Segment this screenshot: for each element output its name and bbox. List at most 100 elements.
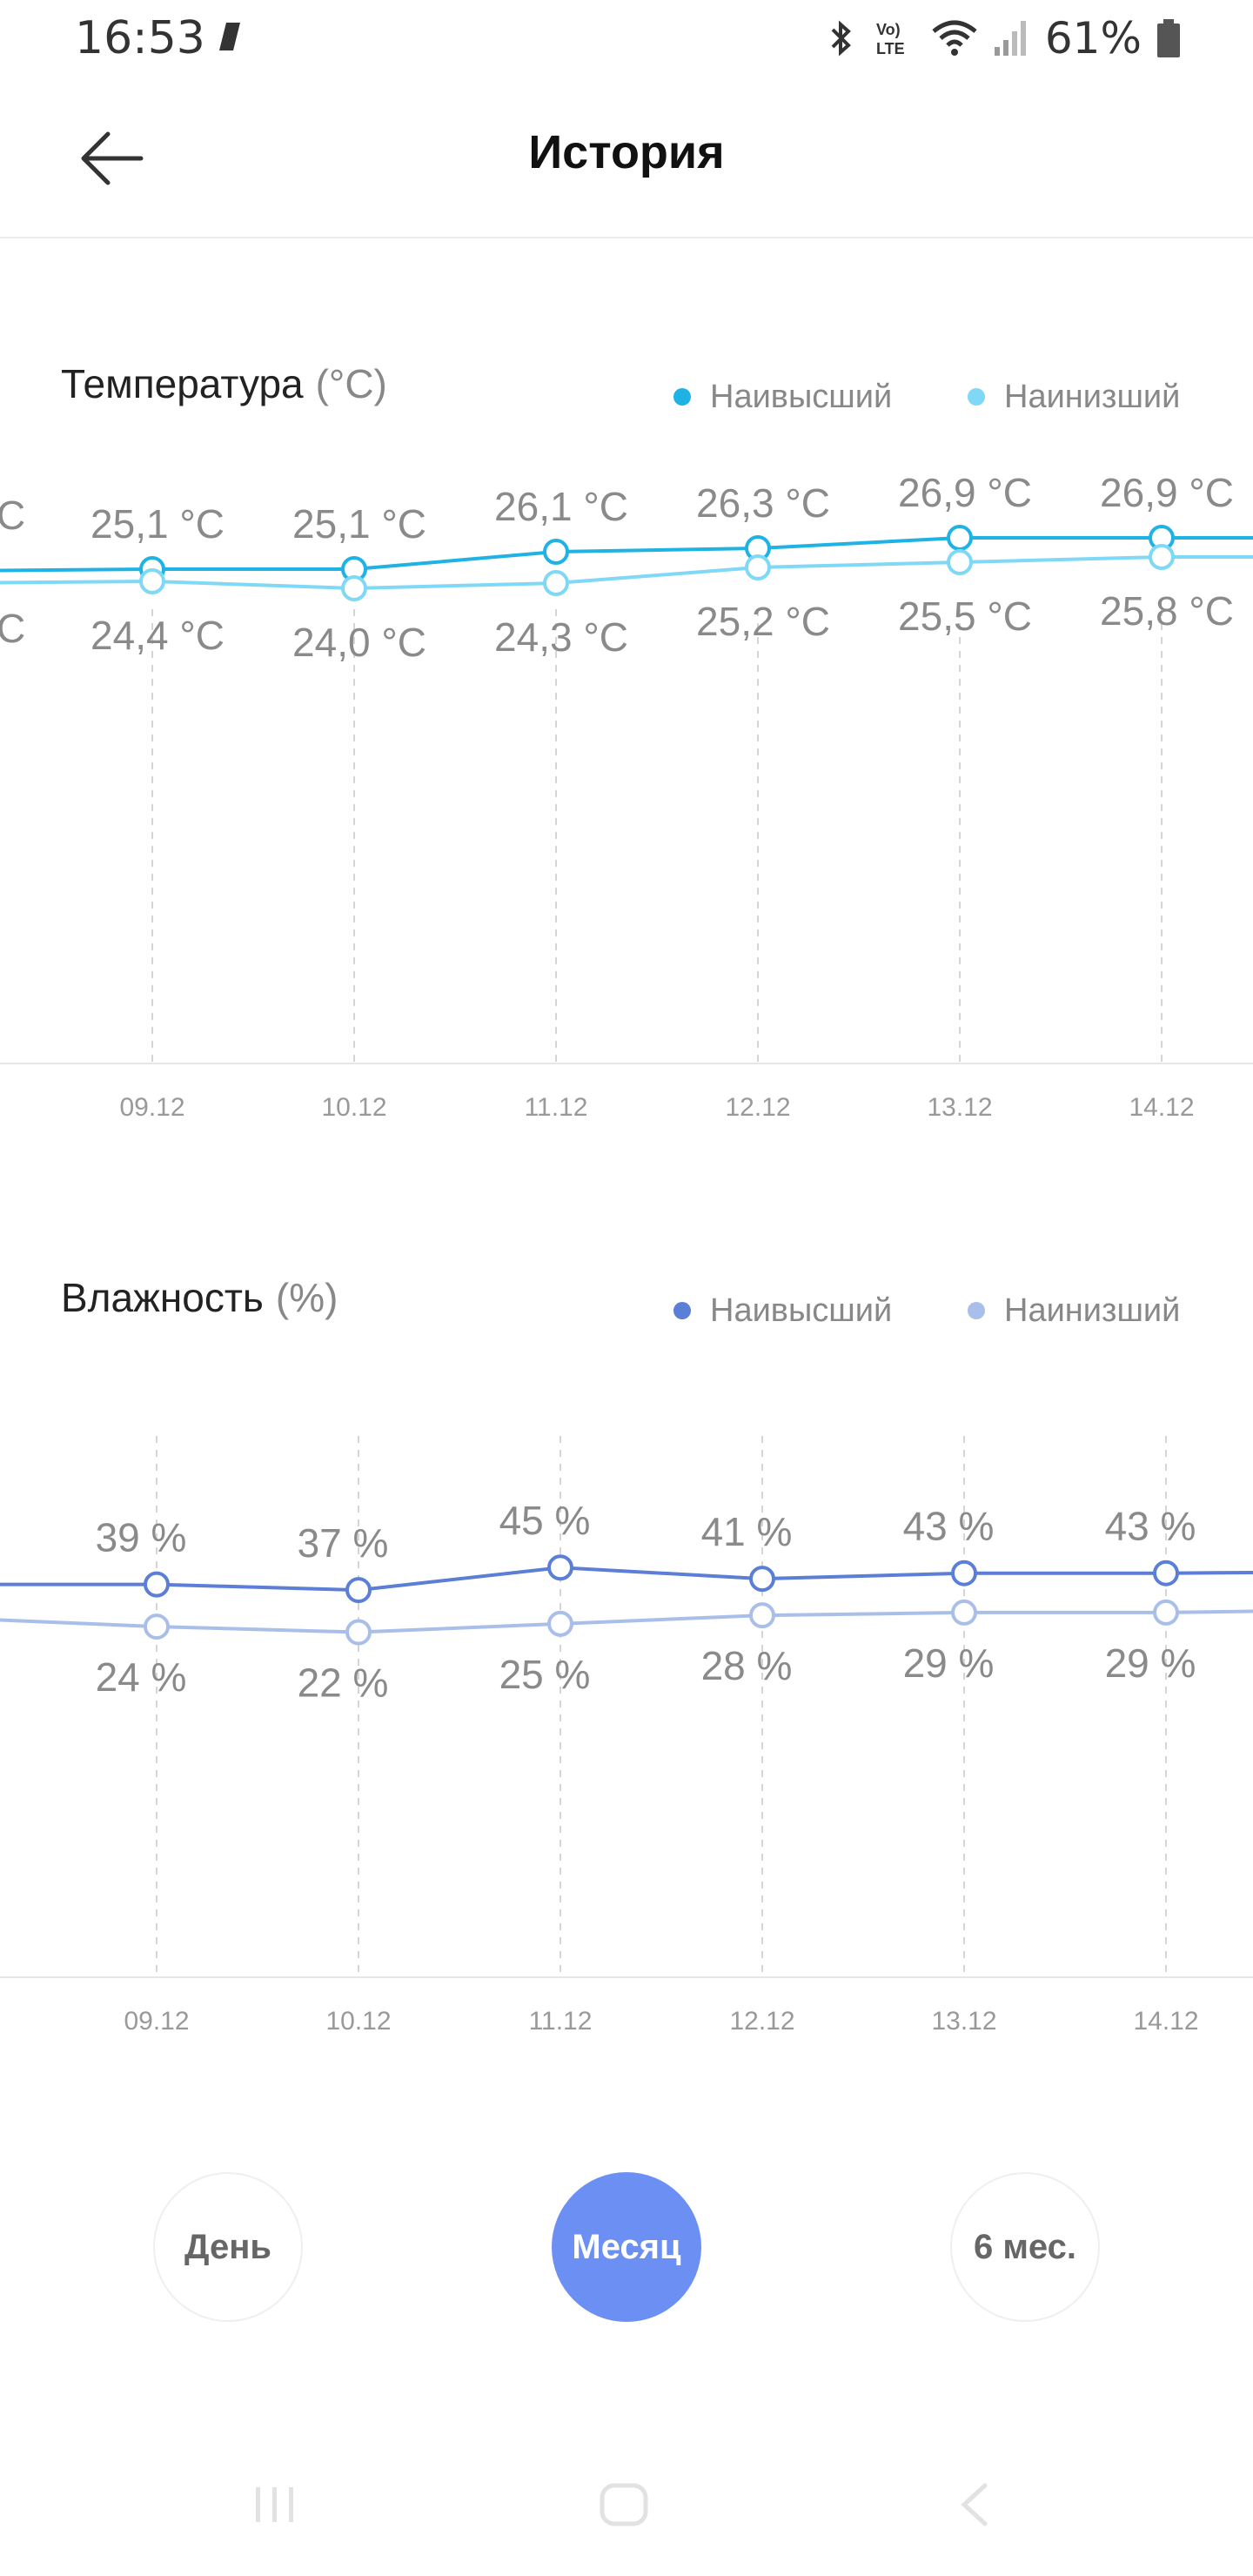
series-line-low — [0, 1609, 1253, 1634]
data-label: 25 % — [499, 1652, 591, 1697]
data-point — [341, 575, 367, 601]
data-label: 29 % — [1105, 1640, 1196, 1686]
temperature-chart: Температура (°C) Наивысший Наинизший 09.12 10… — [0, 361, 1253, 1122]
data-point — [547, 1554, 573, 1581]
data-point — [144, 1613, 170, 1640]
recent-apps-icon[interactable] — [249, 2480, 301, 2529]
bluetooth-icon — [831, 20, 851, 57]
arrow-left-icon — [81, 131, 144, 185]
x-tick-label: 13.12 — [931, 2007, 996, 2036]
x-tick-label: 09.12 — [124, 2007, 189, 2036]
x-tick-label: 11.12 — [525, 1093, 588, 1122]
data-label: 25,2 °C — [696, 599, 830, 644]
chart-title: Влажность (%) — [61, 1275, 338, 1320]
status-bar: 16:53 Vo) LTE 61% — [0, 0, 1253, 78]
data-point — [1149, 544, 1175, 570]
chart-title-text: Температура — [61, 361, 304, 406]
data-label: 25,5 °C — [898, 594, 1032, 639]
svg-text:LTE: LTE — [876, 40, 905, 57]
data-point — [1153, 1560, 1179, 1587]
data-point — [345, 1619, 372, 1646]
data-label: 22 % — [298, 1660, 389, 1706]
chart-title: Температура (°C) — [61, 361, 387, 406]
wifi-icon — [932, 20, 977, 56]
data-point — [1153, 1599, 1179, 1626]
data-label: 24,0 °C — [292, 620, 426, 665]
data-label-partial: C — [0, 493, 25, 538]
series-line-high — [0, 1566, 1253, 1593]
data-label: 37 % — [298, 1520, 389, 1566]
data-label: 24,4 °C — [90, 613, 224, 658]
page-title: История — [528, 126, 725, 178]
data-label: 25,8 °C — [1100, 588, 1234, 634]
status-time: 16:53 — [75, 12, 205, 64]
data-point — [749, 1566, 775, 1593]
x-tick-label: 10.12 — [325, 2007, 391, 2036]
chart-title-text: Влажность — [61, 1275, 264, 1320]
svg-text:Vo): Vo) — [876, 21, 901, 38]
chart-unit: (%) — [276, 1275, 338, 1320]
data-point — [543, 570, 569, 596]
range-month-button[interactable]: Месяц — [552, 2172, 701, 2322]
x-tick-label: 14.12 — [1133, 2007, 1198, 2036]
battery-icon — [1157, 19, 1180, 57]
system-nav-bar — [0, 2454, 1253, 2576]
x-tick-label: 10.12 — [321, 1093, 386, 1122]
back-button[interactable] — [73, 127, 146, 190]
volte-icon: Vo) LTE — [876, 21, 905, 57]
humidity-chart: Влажность (%) Наивысший Наинизший 09.12 10.12… — [0, 1275, 1253, 2036]
x-tick-label: 09.12 — [119, 1093, 184, 1122]
data-point — [139, 568, 165, 594]
series-line-low — [0, 555, 1253, 591]
chart-unit: (°C) — [316, 361, 387, 406]
legend-label-low: Наинизший — [1004, 1292, 1180, 1329]
data-label: 29 % — [903, 1640, 995, 1686]
data-label: 24 % — [96, 1654, 187, 1700]
data-label: 45 % — [499, 1498, 591, 1543]
signal-icon — [994, 21, 1026, 56]
legend-dot-high — [673, 1302, 691, 1319]
data-label: 26,1 °C — [494, 484, 628, 529]
data-point — [547, 1610, 573, 1637]
data-label: 26,9 °C — [1100, 470, 1234, 515]
x-tick-label: 13.12 — [927, 1093, 992, 1122]
range-6months-button[interactable]: 6 мес. — [950, 2172, 1100, 2322]
data-label: 25,1 °C — [292, 501, 426, 547]
legend-dot-low — [968, 388, 985, 406]
data-label: 26,9 °C — [898, 470, 1032, 515]
data-point — [951, 1599, 977, 1626]
data-label: 43 % — [903, 1504, 995, 1549]
x-tick-label: 11.12 — [529, 2007, 593, 2036]
app-notification-icon — [219, 23, 240, 50]
legend-label-low: Наинизший — [1004, 379, 1180, 415]
data-point — [749, 1602, 775, 1629]
data-point — [951, 1560, 977, 1587]
legend-label-high: Наивысший — [710, 379, 892, 415]
series-line-high — [0, 536, 1253, 573]
data-label: 25,1 °C — [90, 501, 224, 547]
x-tick-label: 12.12 — [725, 1093, 790, 1122]
data-label: 26,3 °C — [696, 480, 830, 526]
data-label: 28 % — [701, 1643, 793, 1688]
data-label: 41 % — [701, 1509, 793, 1554]
data-point — [947, 549, 973, 575]
legend-dot-low — [968, 1302, 985, 1319]
data-point — [745, 554, 771, 580]
data-point — [345, 1577, 372, 1604]
battery-percent: 61% — [1044, 13, 1142, 64]
data-point — [543, 539, 569, 565]
data-label-partial: C — [0, 606, 25, 651]
legend-dot-high — [673, 388, 691, 406]
legend-label-high: Наивысший — [710, 1292, 892, 1329]
data-label: 43 % — [1105, 1504, 1196, 1549]
x-tick-label: 12.12 — [729, 2007, 794, 2036]
data-point — [947, 525, 973, 551]
data-point — [144, 1571, 170, 1598]
back-nav-icon[interactable] — [954, 2480, 995, 2529]
app-bar: История — [0, 78, 1253, 238]
range-day-button[interactable]: День — [153, 2172, 303, 2322]
x-tick-label: 14.12 — [1129, 1093, 1194, 1122]
data-label: 39 % — [96, 1515, 187, 1560]
home-icon[interactable] — [597, 2480, 653, 2529]
data-label: 24,3 °C — [494, 614, 628, 660]
